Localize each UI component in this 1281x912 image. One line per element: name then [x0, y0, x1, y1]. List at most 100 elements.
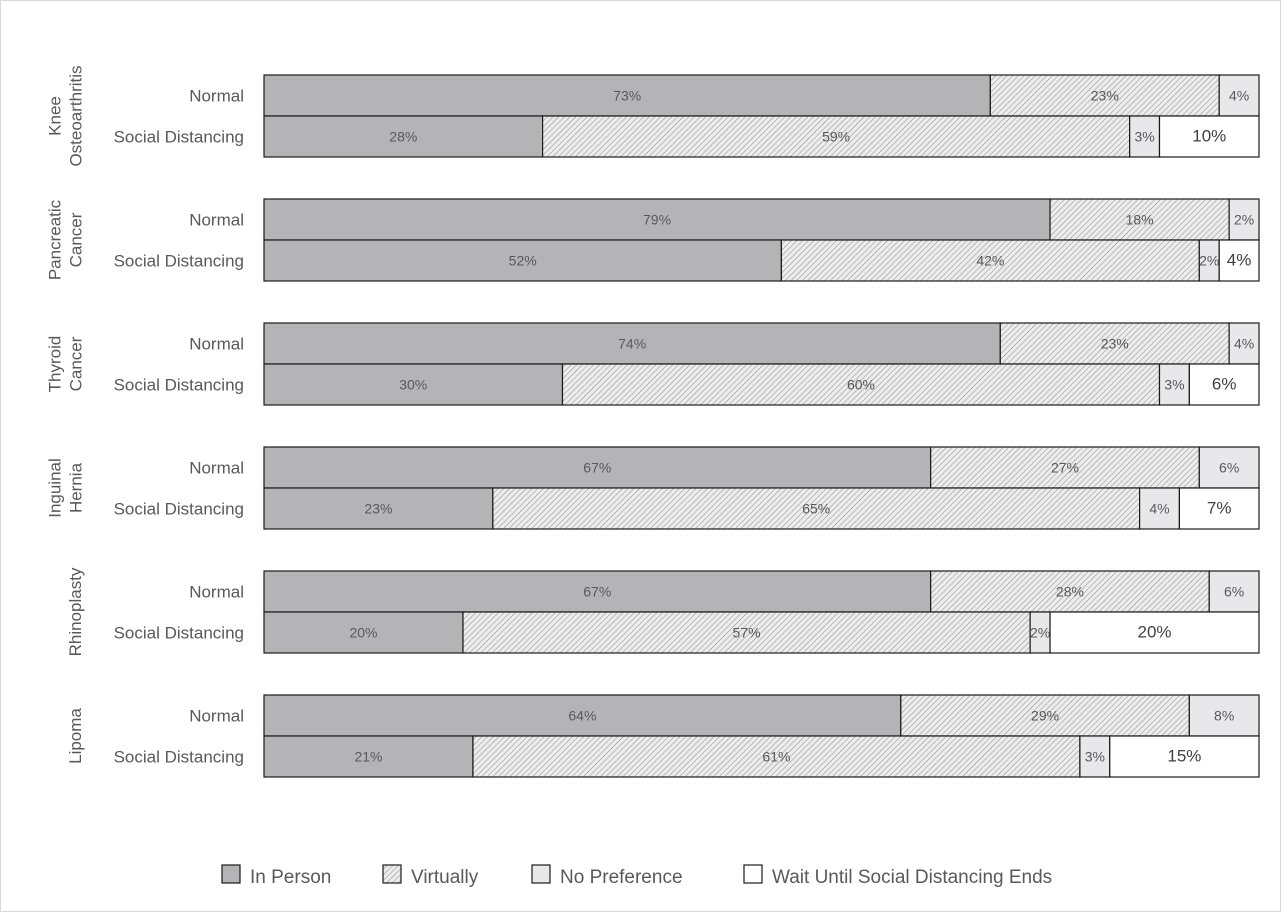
data-label: 29% [1031, 708, 1059, 724]
group-label-line: Lipoma [66, 708, 85, 764]
bar-segment-in-person [263, 74, 991, 117]
data-label: 3% [1164, 377, 1184, 393]
group-label-line: Inguinal [46, 458, 65, 518]
data-label: 6% [1212, 375, 1237, 394]
legend-item: Wait Until Social Distancing Ends [743, 864, 1052, 888]
bar-group: Thyroid Cancer Normal 74% 23% 4% Social Distan… [46, 322, 1260, 406]
data-label: 4% [1234, 336, 1254, 352]
group-label-line: Cancer [67, 336, 86, 391]
bar-segment-virtually [780, 239, 1200, 282]
data-label: 18% [1126, 212, 1154, 228]
bar-segment-in-person [263, 198, 1051, 241]
data-label: 23% [1101, 336, 1129, 352]
bar-segment-wait [1218, 239, 1260, 282]
data-label: 2% [1199, 253, 1219, 269]
bar-segment-in-person [263, 322, 1001, 365]
bar-group: Pancreatic Cancer Normal 79% 18% 2% Social Dis… [46, 198, 1260, 282]
data-label: 21% [354, 749, 382, 765]
legend-swatch [382, 864, 402, 884]
bar-segment-virtually [472, 735, 1081, 778]
bar-segment-virtually [930, 446, 1200, 489]
data-label: 79% [643, 212, 671, 228]
group-label: Knee Osteoarthritis [46, 65, 86, 166]
data-label: 61% [762, 749, 790, 765]
row-label: Normal [189, 583, 244, 602]
data-label: 60% [847, 377, 875, 393]
data-label: 4% [1229, 88, 1249, 104]
legend-swatch [743, 864, 763, 884]
data-label: 67% [583, 460, 611, 476]
data-label: 2% [1234, 212, 1254, 228]
bar-segment-in-person [263, 363, 564, 406]
row-label: Social Distancing [114, 128, 244, 147]
data-label: 64% [568, 708, 596, 724]
bar-segment-virtually [561, 363, 1161, 406]
data-label: 27% [1051, 460, 1079, 476]
row-label: Normal [189, 459, 244, 478]
bar-segment-in-person [263, 735, 474, 778]
legend-label: In Person [250, 867, 331, 888]
group-label-line: Thyroid [46, 336, 65, 393]
legend-label: Wait Until Social Distancing Ends [772, 867, 1052, 888]
group-label: Pancreatic Cancer [46, 199, 86, 280]
group-label: Thyroid Cancer [46, 336, 86, 393]
bar-segment-no-preference [1188, 694, 1260, 737]
data-label: 15% [1167, 747, 1201, 766]
data-label: 10% [1192, 127, 1226, 146]
bar-segment-wait [1109, 735, 1260, 778]
data-label: 4% [1149, 501, 1169, 517]
row-label: Normal [189, 211, 244, 230]
bar-segment-wait [1049, 611, 1260, 654]
bar-segment-virtually [900, 694, 1190, 737]
group-label-line: Pancreatic [46, 199, 65, 280]
group-label-line: Osteoarthritis [67, 65, 86, 166]
data-label: 4% [1227, 251, 1252, 270]
row-label: Social Distancing [114, 376, 244, 395]
bar-group: Lipoma Normal 64% 29% 8% Social Distancing 21%… [66, 694, 1260, 778]
data-label: 23% [364, 501, 392, 517]
bar-segment-virtually [930, 570, 1210, 613]
data-label: 28% [389, 129, 417, 145]
data-label: 3% [1085, 749, 1105, 765]
data-label: 67% [583, 584, 611, 600]
data-label: 30% [399, 377, 427, 393]
bar-group: Rhinoplasty Normal 67% 28% 6% Social Distanci… [66, 567, 1260, 656]
data-label: 6% [1224, 584, 1244, 600]
data-label: 7% [1207, 499, 1232, 518]
bar-segment-in-person [263, 694, 902, 737]
data-label: 23% [1091, 88, 1119, 104]
legend-label: Virtually [411, 867, 479, 888]
row-label: Social Distancing [114, 500, 244, 519]
bar-group: Knee Osteoarthritis Normal 73% 23% 4% Social D… [46, 65, 1260, 167]
legend-item: No Preference [531, 864, 683, 888]
data-label: 74% [618, 336, 646, 352]
bar-segment-no-preference [1158, 363, 1190, 406]
legend-label: No Preference [560, 867, 683, 888]
data-label: 59% [822, 129, 850, 145]
bar-group: Inguinal Hernia Normal 67% 27% 6% Social Dista… [46, 446, 1260, 530]
group-label: Inguinal Hernia [46, 458, 86, 518]
row-label: Normal [189, 87, 244, 106]
bar-segment-no-preference [1228, 198, 1260, 241]
data-label: 52% [509, 253, 537, 269]
legend: In Person Virtually No Preference Wait Unti… [221, 864, 1052, 888]
bar-segment-no-preference [1208, 570, 1260, 613]
data-label: 65% [802, 501, 830, 517]
bars-layer: Knee Osteoarthritis Normal 73% 23% 4% Social D… [46, 65, 1260, 778]
bar-segment-virtually [541, 115, 1131, 158]
bar-segment-wait [1188, 363, 1260, 406]
bar-segment-in-person [263, 487, 494, 530]
group-label-line: Knee [46, 96, 65, 136]
data-label: 20% [349, 625, 377, 641]
data-label: 73% [613, 88, 641, 104]
bar-segment-wait [1158, 115, 1260, 158]
legend-swatch [221, 864, 241, 884]
data-label: 3% [1134, 129, 1154, 145]
bar-segment-wait [1178, 487, 1260, 530]
group-label: Lipoma [66, 708, 85, 764]
data-label: 20% [1138, 623, 1172, 642]
data-label: 28% [1056, 584, 1084, 600]
row-label: Normal [189, 707, 244, 726]
bar-segment-no-preference [1129, 115, 1161, 158]
